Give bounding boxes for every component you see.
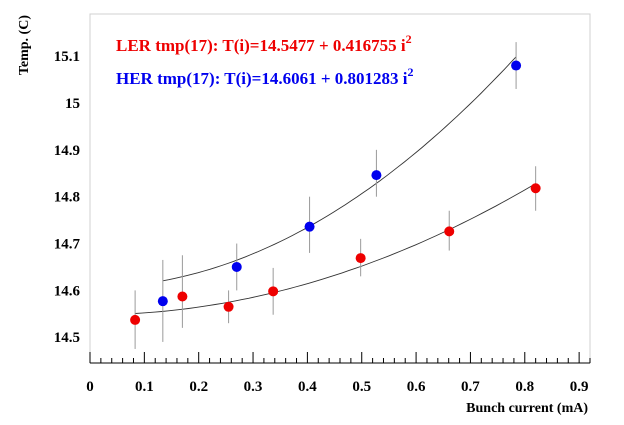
x-tick-label: 0.9 [570,379,589,395]
data-point [177,291,188,302]
y-tick-label: 15 [65,96,80,112]
y-tick-label: 14.6 [54,283,81,299]
x-tick-label: 0.3 [244,379,263,395]
x-tick-label: 0.1 [135,379,154,395]
data-point [530,183,541,194]
legend: LER tmp(17): T(i)=14.5477 + 0.416755 i2 … [116,32,414,88]
y-axis-title: Temp. (C) [17,15,32,75]
x-tick-label: 0 [86,379,94,395]
error-bars [134,42,537,349]
fit-curve-series-1 [162,56,517,282]
data-point [355,253,366,264]
x-tick-label: 0.6 [407,379,426,395]
x-tick-label: 0.5 [352,379,371,395]
legend-entry-her: HER tmp(17): T(i)=14.6061 + 0.801283 i2 [116,65,414,88]
x-tick-label: 0.7 [461,379,480,395]
y-tick-label: 15.1 [54,49,80,65]
data-points [130,60,541,325]
data-point [304,221,315,232]
data-point [268,286,279,297]
y-tick-label: 14.5 [54,330,80,346]
data-point [231,261,242,272]
data-point [511,60,522,71]
x-axis-title: Bunch current (mA) [466,401,588,416]
y-ticks: 14.5 14.6 14.7 14.8 14.9 15 15.1 [54,49,81,346]
y-tick-label: 14.8 [54,190,80,206]
fit-curve-series-0 [135,183,536,314]
legend-her-superscript: 2 [408,65,414,79]
x-tick-label: 0.2 [189,379,208,395]
data-point [130,314,141,325]
legend-her-text: HER tmp(17): T(i)=14.6061 + 0.801283 i [116,69,408,88]
fit-curves [135,56,536,314]
legend-entry-ler: LER tmp(17): T(i)=14.5477 + 0.416755 i2 [116,32,412,55]
x-tick-label: 0.4 [298,379,317,395]
legend-ler-text: LER tmp(17): T(i)=14.5477 + 0.416755 i [116,36,406,55]
y-tick-label: 14.9 [54,143,80,159]
x-ticks: 0 0.1 0.2 0.3 0.4 0.5 0.6 0.7 0.8 0.9 [86,352,591,395]
x-tick-label: 0.8 [515,379,534,395]
data-point [371,170,382,181]
legend-ler-superscript: 2 [406,32,412,46]
data-point [223,301,234,312]
data-point [444,226,455,237]
y-tick-label: 14.7 [54,237,81,253]
data-point [157,296,168,307]
